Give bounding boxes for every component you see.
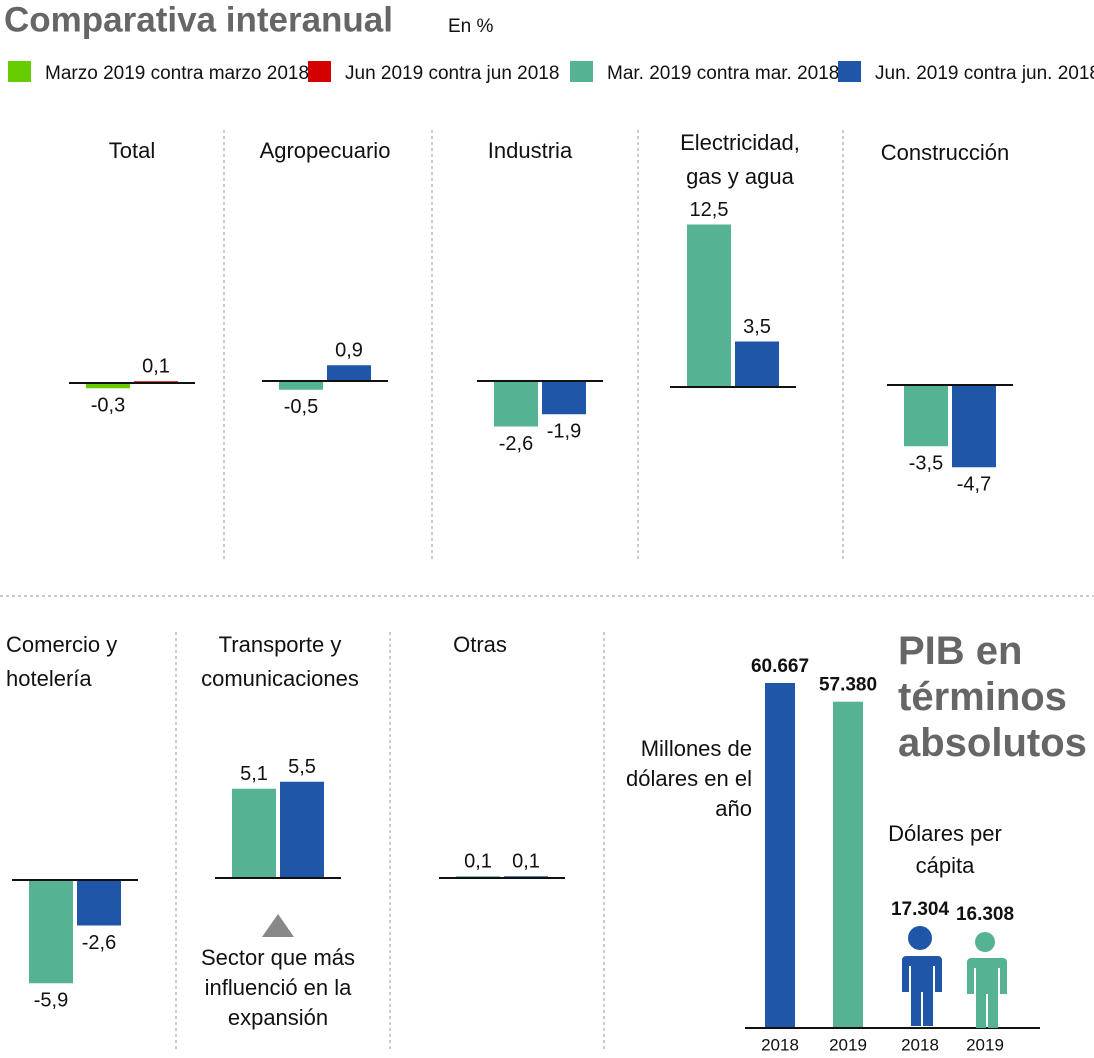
bar — [86, 383, 130, 389]
person-icon — [902, 926, 942, 1026]
pib-title: PIB en términos absolutos — [898, 629, 1087, 765]
value-label: -2,6 — [499, 433, 533, 455]
bar — [494, 381, 538, 427]
value-label: 5,1 — [240, 763, 268, 785]
bar — [765, 683, 795, 1028]
x-tick-label: 2019 — [966, 1035, 1004, 1054]
value-label: -0,5 — [284, 396, 318, 418]
legend-label: Jun. 2019 contra jun. 2018 — [875, 63, 1094, 84]
y-label: Millones de dólares en el año — [626, 736, 752, 821]
legend-swatch — [570, 61, 593, 82]
value-label: 60.667 — [751, 656, 809, 677]
value-label: 5,5 — [288, 756, 316, 778]
separators — [0, 130, 1094, 1052]
value-label: 17.304 — [891, 899, 950, 920]
legend-swatch — [308, 61, 331, 82]
bar — [29, 880, 73, 984]
value-label: 0,1 — [512, 851, 540, 873]
bar — [735, 341, 779, 387]
legend-swatch — [838, 61, 861, 82]
value-label: 57.380 — [819, 675, 877, 696]
legend-swatch — [8, 61, 31, 82]
bar — [952, 385, 996, 468]
value-label: -1,9 — [547, 421, 581, 443]
bar — [833, 701, 863, 1028]
value-label: 12,5 — [690, 199, 729, 221]
panel-title: Transporte y comunicaciones — [201, 632, 359, 691]
value-label: -5,9 — [34, 990, 68, 1012]
legend-label: Jun 2019 contra jun 2018 — [345, 63, 559, 84]
bar — [687, 224, 731, 387]
value-label: -4,7 — [957, 474, 991, 496]
bar — [232, 788, 276, 878]
value-label: -3,5 — [909, 453, 943, 475]
subtitle: En % — [448, 16, 494, 37]
panel-title: Industria — [487, 138, 573, 163]
bar — [279, 381, 323, 390]
x-tick-label: 2018 — [761, 1035, 799, 1054]
annotation: Sector que más influenció en la expansió… — [200, 945, 356, 1030]
annotation-arrow — [262, 914, 294, 937]
value-label: 0,9 — [335, 340, 363, 362]
x-tick-label: 2018 — [901, 1035, 939, 1054]
value-label: 0,1 — [142, 356, 170, 378]
x-tick-label: 2019 — [829, 1035, 867, 1054]
panel-title: Agropecuario — [259, 138, 391, 163]
bar — [904, 385, 948, 447]
panel-title: Construcción — [880, 140, 1010, 165]
bar — [542, 381, 586, 415]
value-label: 16.308 — [956, 904, 1014, 925]
legend-label: Marzo 2019 contra marzo 2018 — [45, 63, 309, 84]
value-label: 0,1 — [464, 851, 492, 873]
panel-title: Total — [108, 138, 156, 163]
bar — [280, 781, 324, 878]
value-label: -0,3 — [91, 395, 125, 417]
legend-label: Mar. 2019 contra mar. 2018 — [607, 63, 839, 84]
value-label: 3,5 — [743, 316, 771, 338]
panel-title: Otras — [453, 632, 507, 657]
panel-title: Electricidad, gas y agua — [680, 130, 800, 189]
person-icon — [967, 932, 1007, 1028]
title: Comparativa interanual — [4, 0, 393, 39]
bar — [327, 365, 371, 381]
panel-title: Comercio y hotelería — [6, 632, 118, 691]
bar — [77, 880, 121, 926]
value-label: -2,6 — [82, 932, 116, 954]
pictogram-title: Dólares per cápita — [888, 821, 1002, 878]
